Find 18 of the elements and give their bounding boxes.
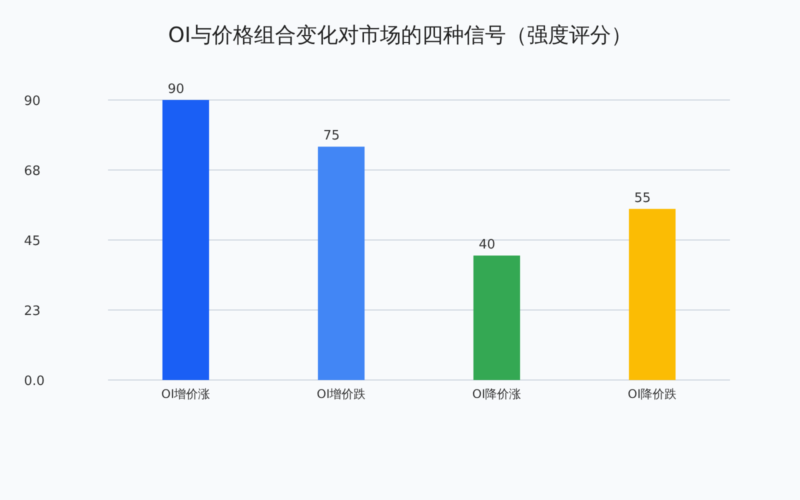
x-tick-label: OI增价涨 [161,387,210,401]
bar [473,256,520,380]
y-tick-label: 68 [24,164,41,179]
data-label: 55 [634,190,651,206]
bar [162,100,210,380]
chart-title: OI与价格组合变化对市场的四种信号（强度评分） [168,23,632,47]
y-tick-label: 23 [24,304,41,319]
x-tick-label: OI增价跌 [316,387,366,401]
data-label: 40 [478,238,496,253]
y-tick-label: 45 [24,234,41,249]
y-tick-label: 90 [24,94,41,109]
data-label: 90 [168,82,184,97]
x-tick-label: OI降价跌 [628,387,677,401]
bar [318,146,365,380]
y-tick-label: 0.0 [24,374,45,389]
x-tick-label: OI降价涨 [472,387,522,401]
data-label: 75 [323,128,340,144]
bar [628,208,676,380]
